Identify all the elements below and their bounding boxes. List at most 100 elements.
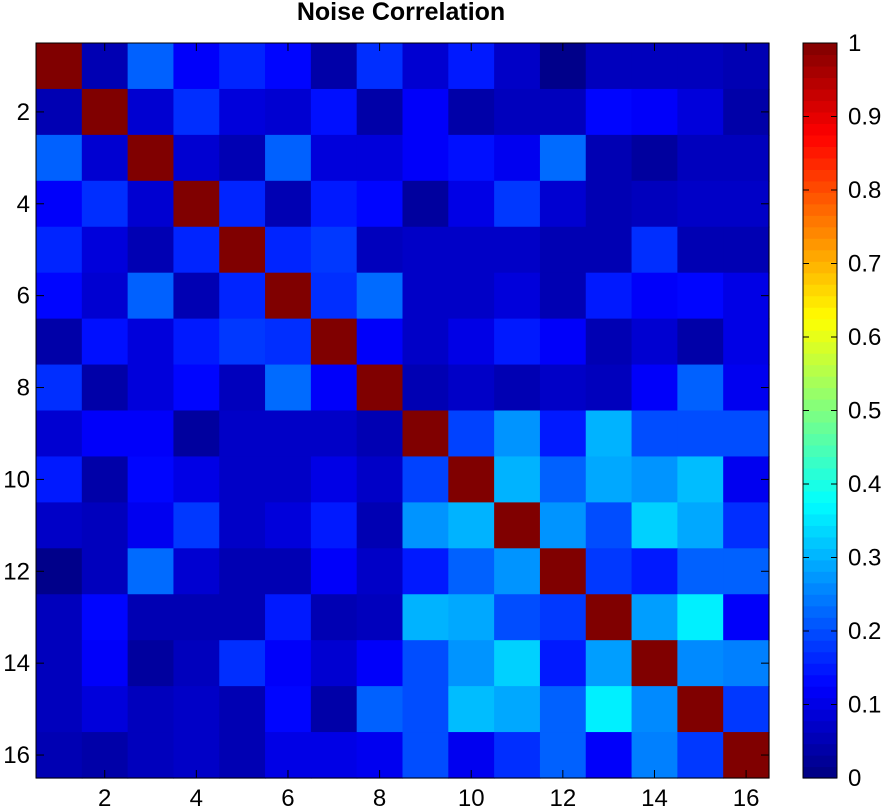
heatmap-cell-r8-c7 [310, 364, 358, 412]
colorbar-swatch [803, 582, 837, 595]
heatmap-cell-r6-c3 [127, 272, 175, 320]
heatmap-cell-r13-c4 [173, 594, 220, 641]
heatmap-cell-r11-c5 [219, 502, 266, 549]
heatmap-cell-r16-c15 [677, 732, 724, 779]
heatmap-cell-r7-c15 [677, 318, 724, 366]
heatmap-cell-r5-c12 [539, 226, 587, 274]
y-tick-label: 2 [17, 99, 30, 126]
colorbar-swatch [803, 640, 837, 653]
colorbar-tick-label: 0.9 [848, 104, 881, 131]
heatmap-cell-r6-c4 [173, 272, 220, 320]
heatmap-cell-r7-c13 [585, 318, 633, 366]
colorbar-swatch [803, 651, 837, 664]
heatmap-cell-r6-c10 [448, 272, 495, 320]
colorbar-swatch [803, 444, 837, 458]
heatmap-cell-r3-c2 [81, 134, 129, 182]
x-tick-label: 14 [641, 785, 668, 810]
heatmap-cell-r15-c6 [265, 686, 312, 733]
colorbar-swatch [803, 456, 837, 469]
colorbar-swatch [803, 341, 837, 354]
heatmap-cell-r8-c12 [539, 364, 587, 412]
heatmap-cell-r6-c11 [494, 272, 541, 320]
heatmap-cell-r4-c7 [310, 180, 358, 228]
heatmap-cell-r10-c15 [677, 456, 724, 503]
colorbar-swatch [803, 353, 837, 366]
colorbar-swatch [803, 479, 837, 492]
heatmap-cell-r14-c15 [677, 640, 724, 687]
colorbar-swatch [803, 617, 837, 630]
heatmap-cell-r9-c7 [310, 410, 358, 458]
colorbar-swatch [803, 376, 837, 389]
heatmap-cell-r6-c14 [631, 272, 678, 320]
heatmap-cell-r15-c5 [219, 686, 266, 733]
heatmap-cell-r7-c6 [265, 318, 312, 366]
heatmap-cell-r1-c15 [677, 43, 724, 90]
heatmap-cell-r3-c4 [173, 134, 220, 182]
heatmap-cell-r4-c11 [494, 180, 541, 228]
heatmap-cell-r1-c13 [585, 43, 633, 90]
heatmap-cell-r14-c8 [356, 640, 404, 687]
colorbar-swatch [803, 594, 837, 607]
colorbar-swatch [803, 88, 837, 102]
colorbar-tick-label: 0.2 [848, 618, 881, 645]
heatmap-cell-r9-c9 [402, 410, 449, 458]
heatmap-cell-r5-c2 [81, 226, 129, 274]
heatmap-cell-r12-c6 [265, 548, 312, 595]
plot-frame [35, 42, 770, 779]
heatmap-cell-r2-c3 [127, 88, 175, 136]
heatmap-cell-r14-c7 [310, 640, 358, 687]
heatmap-cell-r5-c11 [494, 226, 541, 274]
heatmap-cell-r8-c11 [494, 364, 541, 412]
heatmap-cell-r11-c6 [265, 502, 312, 549]
heatmap-cell-r3-c13 [585, 134, 633, 182]
heatmap-cell-r7-c10 [448, 318, 495, 366]
heatmap-cell-r13-c11 [494, 594, 541, 641]
colorbar-swatch [803, 410, 837, 423]
heatmap-cell-r5-c9 [402, 226, 449, 274]
heatmap-cell-r2-c2 [81, 88, 129, 136]
heatmap-cell-r7-c8 [356, 318, 404, 366]
heatmap-cell-r4-c5 [219, 180, 266, 228]
heatmap-cell-r9-c16 [723, 410, 770, 458]
heatmap-cell-r7-c1 [36, 318, 83, 366]
heatmap-cell-r7-c2 [81, 318, 129, 366]
heatmap-cell-r15-c10 [448, 686, 495, 733]
heatmap-cell-r11-c10 [448, 502, 495, 549]
heatmap-cell-r3-c16 [723, 134, 770, 182]
y-tick-label: 14 [3, 650, 30, 677]
heatmap-cell-r1-c7 [310, 43, 358, 90]
colorbar-swatch [803, 513, 837, 526]
heatmap-cell-r11-c1 [36, 502, 83, 549]
heatmap-cell-r13-c16 [723, 594, 770, 641]
heatmap-cell-r16-c9 [402, 732, 449, 779]
heatmap-cell-r12-c7 [310, 548, 358, 595]
heatmap-cell-r14-c5 [219, 640, 266, 687]
heatmap-cell-r5-c5 [219, 226, 266, 274]
heatmap-cell-r4-c12 [539, 180, 587, 228]
heatmap-cell-r2-c8 [356, 88, 404, 136]
colorbar-swatch [803, 318, 837, 331]
heatmap-cell-r1-c11 [494, 43, 541, 90]
heatmap-cell-r10-c14 [631, 456, 678, 503]
heatmap-cell-r16-c5 [219, 732, 266, 779]
heatmap-cell-r14-c6 [265, 640, 312, 687]
chart-title: Noise Correlation [297, 0, 505, 26]
heatmap-cell-r3-c3 [127, 134, 175, 182]
heatmap-cell-r2-c9 [402, 88, 449, 136]
colorbar-swatch [803, 467, 837, 480]
heatmap-cell-r2-c13 [585, 88, 633, 136]
colorbar-tick-label: 0.4 [848, 471, 881, 498]
heatmap-cell-r9-c3 [127, 410, 175, 458]
heatmap-cell-r5-c13 [585, 226, 633, 274]
heatmap-cell-r5-c8 [356, 226, 404, 274]
heatmap-cell-r13-c7 [310, 594, 358, 641]
heatmap-cell-r9-c12 [539, 410, 587, 458]
y-tick-label: 12 [3, 558, 30, 585]
heatmap-cell-r6-c9 [402, 272, 449, 320]
colorbar-swatch [803, 743, 837, 756]
heatmap-cell-r11-c9 [402, 502, 449, 549]
heatmap-cell-r2-c11 [494, 88, 541, 136]
colorbar-swatch [803, 284, 837, 297]
y-tick-label: 16 [3, 742, 30, 769]
